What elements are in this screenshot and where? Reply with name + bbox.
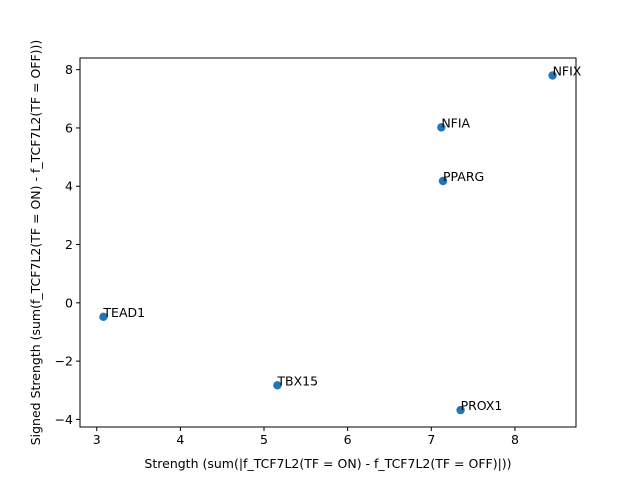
x-tick-label: 6 (344, 432, 352, 447)
y-axis: −4 −2 0 2 4 6 8 (55, 62, 80, 427)
data-point-nfia (437, 123, 446, 132)
y-tick-label: −4 (55, 412, 73, 427)
data-points: NFIX NFIA PPARG TEAD1 TBX15 PROX1 (99, 63, 582, 415)
x-axis-title: Strength (sum(|f_TCF7L2(TF = ON) - f_TCF… (144, 456, 511, 471)
data-point-pparg (438, 176, 448, 186)
point-label-tead1: TEAD1 (102, 305, 145, 320)
y-axis-title: Signed Strength (sum(f_TCF7L2(TF = ON) -… (28, 40, 43, 446)
y-tick-label: 4 (65, 179, 73, 194)
data-point-tead1 (99, 312, 108, 322)
point-label-tbx15: TBX15 (276, 373, 318, 388)
data-point-tbx15 (273, 381, 282, 390)
point-label-pparg: PPARG (443, 169, 484, 184)
x-tick-label: 3 (93, 432, 101, 447)
point-label-nfix: NFIX (553, 63, 582, 78)
x-tick-label: 4 (176, 432, 184, 447)
data-point-nfix (548, 71, 557, 80)
data-point-prox1 (456, 405, 465, 415)
point-label-nfia: NFIA (441, 115, 470, 130)
x-axis: 3 4 5 6 7 8 (93, 427, 519, 447)
y-tick-label: 0 (65, 295, 73, 310)
point-label-prox1: PROX1 (461, 398, 503, 413)
plot-area (79, 57, 577, 428)
y-tick-label: 8 (65, 62, 73, 77)
x-tick-label: 7 (427, 432, 435, 447)
y-tick-label: 6 (65, 120, 73, 135)
x-tick-label: 5 (260, 432, 268, 447)
x-tick-label: 8 (511, 432, 519, 447)
y-tick-label: −2 (55, 354, 73, 369)
y-tick-label: 2 (65, 237, 73, 252)
